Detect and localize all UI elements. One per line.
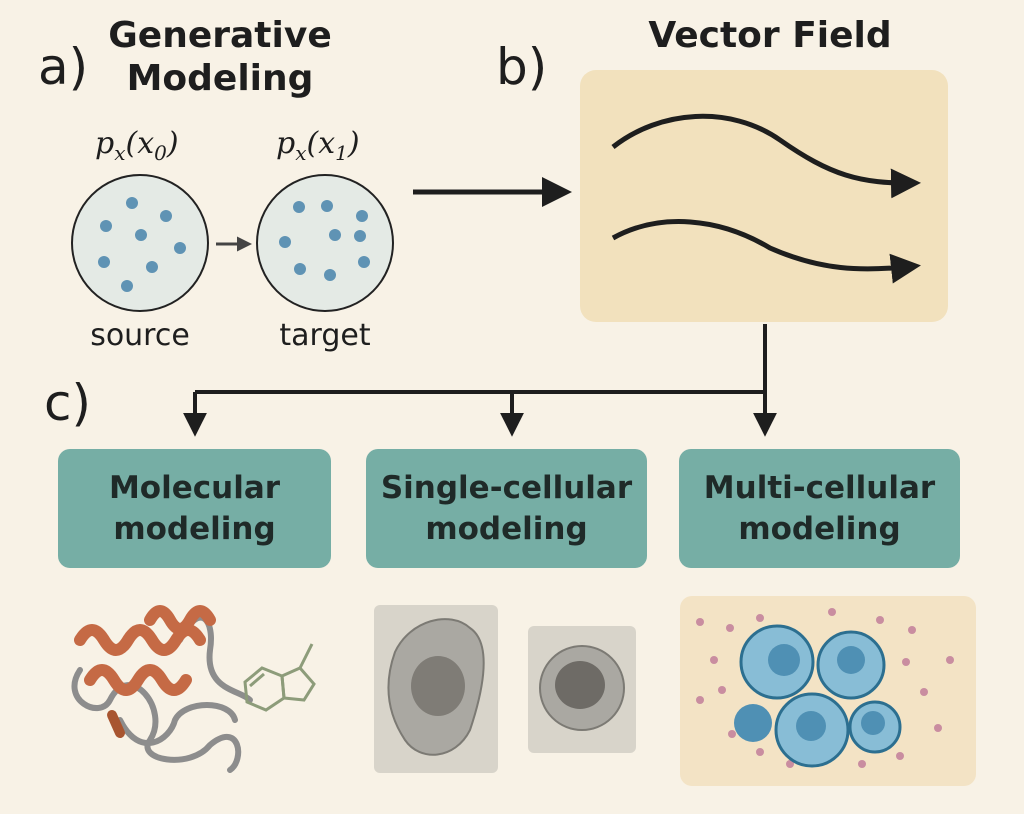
- protein-ribbon-icon: [71, 605, 253, 773]
- molecule-structure-icon: [243, 643, 316, 712]
- target-dist-symbol: p: [276, 126, 296, 161]
- title-line-1: Generative: [108, 15, 332, 56]
- generative-modeling-title: Generative Modeling: [100, 14, 340, 100]
- source-dist-close: ): [166, 126, 179, 161]
- connector-lines: [183, 324, 777, 437]
- vector-field-title: Vector Field: [648, 15, 892, 56]
- box-2-line-1: Single-cellular: [380, 470, 633, 507]
- tissue-cells-icon: [680, 596, 976, 786]
- box-1-line-2: modeling: [113, 510, 276, 547]
- panel-a-letter: a): [38, 38, 89, 96]
- box-2-line-2: modeling: [425, 510, 588, 547]
- source-label: source: [90, 318, 190, 353]
- source-dist-index: 0: [154, 141, 167, 165]
- multi-cellular-modeling-box: Multi-cellular modeling: [679, 449, 960, 568]
- source-dist-symbol: p: [95, 126, 115, 161]
- target-distribution-circle: [256, 174, 394, 312]
- source-distribution-circle: [71, 174, 209, 312]
- source-dist-arg: (x: [125, 126, 155, 161]
- cell-micrograph-icon: [374, 605, 636, 773]
- title-line-2: Modeling: [126, 58, 314, 100]
- molecular-modeling-box: Molecular modeling: [58, 449, 331, 568]
- target-dist-arg: (x: [306, 126, 336, 161]
- box-1-line-1: Molecular: [108, 470, 281, 507]
- source-distribution-label: px(x0): [95, 126, 179, 165]
- flow-line-lower: [611, 219, 921, 284]
- target-dist-close: ): [347, 126, 360, 161]
- vector-field-box: [580, 70, 948, 322]
- target-label: target: [279, 318, 371, 353]
- box-3-line-1: Multi-cellular: [703, 470, 936, 507]
- single-cellular-modeling-box: Single-cellular modeling: [366, 449, 647, 568]
- panel-b-letter: b): [496, 38, 548, 96]
- target-distribution-label: px(x1): [276, 126, 360, 165]
- target-dist-index: 1: [335, 141, 348, 165]
- panel-c-letter: c): [44, 374, 91, 432]
- target-dist-sub: x: [295, 141, 307, 165]
- flow-line-upper: [611, 113, 921, 199]
- source-dist-sub: x: [114, 141, 126, 165]
- box-3-line-2: modeling: [738, 510, 901, 547]
